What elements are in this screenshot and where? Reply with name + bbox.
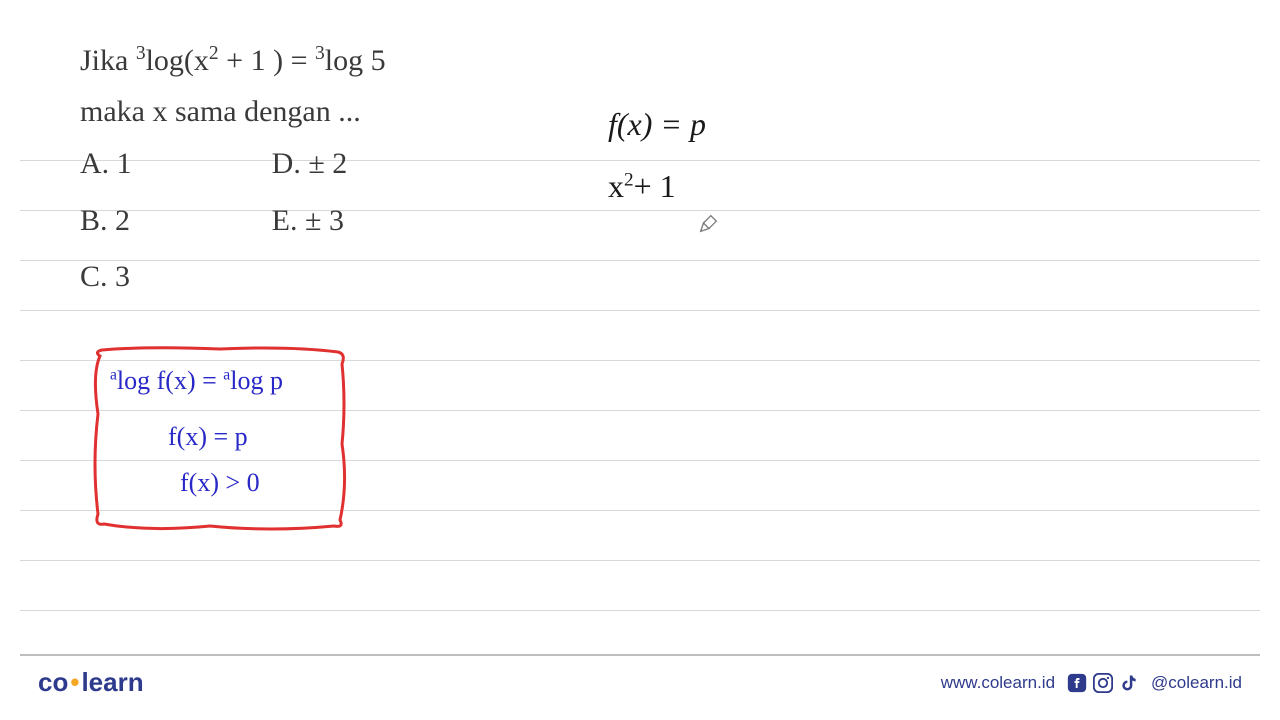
option-d: D. ± 2 bbox=[272, 141, 348, 188]
footer-divider bbox=[20, 654, 1260, 656]
text-plus1eq: + 1 ) = bbox=[219, 44, 315, 77]
question-line-1: Jika 3log(x2 + 1 ) = 3log 5 bbox=[80, 38, 386, 85]
options-block: A. 1 B. 2 C. 3 D. ± 2 E. ± 3 bbox=[80, 141, 386, 301]
footer-url: www.colearn.id bbox=[941, 673, 1055, 693]
question-block: Jika 3log(x2 + 1 ) = 3log 5 maka x sama … bbox=[80, 38, 386, 301]
pen-cursor-icon bbox=[698, 212, 720, 234]
option-c: C. 3 bbox=[80, 254, 132, 301]
footer-handle: @colearn.id bbox=[1151, 673, 1242, 693]
logo-dot: • bbox=[68, 667, 81, 697]
formula-box: alog f(x) = alog p f(x) = p f(x) > 0 bbox=[90, 344, 350, 534]
facebook-icon bbox=[1067, 673, 1087, 693]
option-a: A. 1 bbox=[80, 141, 132, 188]
options-col-2: D. ± 2 E. ± 3 bbox=[272, 141, 348, 301]
logo-co: co bbox=[38, 667, 68, 697]
handwriting-fx-eq-p: f(x) = p bbox=[608, 106, 706, 143]
logo-learn: learn bbox=[81, 667, 143, 697]
text-jika: Jika bbox=[80, 44, 136, 77]
text-log5: log 5 bbox=[325, 44, 386, 77]
formula-row-2: f(x) = p bbox=[168, 422, 248, 452]
footer-right: www.colearn.id @colearn.id bbox=[941, 673, 1242, 693]
tiktok-icon bbox=[1119, 673, 1139, 693]
sup-2: 2 bbox=[209, 43, 219, 64]
formula-row-1: alog f(x) = alog p bbox=[110, 366, 283, 396]
footer: co•learn www.colearn.id @colearn.id bbox=[0, 667, 1280, 698]
instagram-icon bbox=[1093, 673, 1113, 693]
options-col-1: A. 1 B. 2 C. 3 bbox=[80, 141, 132, 301]
question-line-2: maka x sama dengan ... bbox=[80, 89, 386, 136]
option-b: B. 2 bbox=[80, 198, 132, 245]
social-icons bbox=[1067, 673, 1139, 693]
option-e: E. ± 3 bbox=[272, 198, 348, 245]
colearn-logo: co•learn bbox=[38, 667, 144, 698]
handwriting-x2-plus-1: x2+ 1 bbox=[608, 168, 676, 205]
sup-3b: 3 bbox=[315, 43, 325, 64]
formula-row-3: f(x) > 0 bbox=[180, 468, 260, 498]
sup-3a: 3 bbox=[136, 43, 146, 64]
text-logx: log(x bbox=[146, 44, 209, 77]
